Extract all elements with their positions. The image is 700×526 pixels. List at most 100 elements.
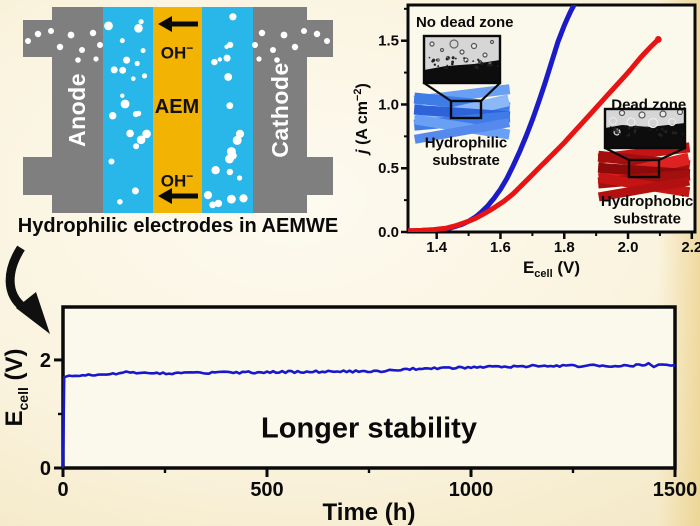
bubble	[131, 76, 136, 81]
bubble	[108, 158, 115, 165]
cathode-port-bottom	[303, 157, 333, 195]
bubble	[79, 47, 85, 53]
y-tick-label: 0	[40, 458, 51, 480]
schematic-caption: Hydrophilic electrodes in AEMWE	[17, 215, 339, 237]
series-hydrophobic-substrate-dead-zone	[408, 36, 661, 232]
bubble	[134, 24, 143, 33]
inset-photo-hydrophobic	[603, 107, 687, 150]
y-axis-label: Ecell (V)	[1, 348, 31, 426]
aem-membrane	[153, 7, 202, 213]
bubble	[237, 175, 243, 181]
annotation: No dead zone	[416, 14, 514, 31]
bubble	[226, 168, 234, 176]
bubble	[136, 135, 146, 145]
bubble	[274, 57, 280, 63]
bubble	[67, 31, 75, 39]
magnifier-line	[423, 82, 452, 102]
annotation: substrate	[432, 152, 500, 169]
oh-flow-arrow-bottom-icon	[158, 188, 198, 204]
bubble	[93, 56, 99, 62]
polarization-chart: 1.4 1.6 1.8 2.0 2.2 0.0 0.5 1.0 1.5 Ecell (V) j (A…	[352, 3, 700, 280]
bubble	[131, 187, 139, 195]
oh-text: OH	[160, 171, 187, 191]
annotation: Hydrophilic	[425, 135, 508, 152]
bubble	[34, 30, 42, 38]
anolyte-channel	[103, 7, 153, 213]
annotation: Dead zone	[611, 96, 686, 113]
bubble	[227, 151, 237, 160]
bubble	[214, 199, 223, 208]
bubble	[135, 110, 142, 117]
bubble	[211, 58, 218, 66]
bubble	[301, 28, 307, 34]
bubble	[226, 102, 234, 110]
y-tick-label: 2	[40, 350, 51, 372]
bubble	[25, 38, 31, 44]
bubble	[223, 54, 231, 62]
annotation-longer-stability: Longer stability	[261, 412, 477, 444]
magnifier-line	[604, 147, 630, 161]
magnifier-line	[480, 82, 501, 102]
stability-line	[61, 361, 676, 469]
x-tick-label: 1000	[449, 479, 494, 501]
x-tick-label: 1.4	[426, 239, 448, 256]
plot-area	[63, 307, 675, 468]
oh-flow-arrow-top-icon	[158, 16, 198, 32]
oh-charge: −	[186, 169, 194, 183]
bubble	[48, 28, 54, 34]
y-tick-label: 1.5	[378, 33, 399, 50]
bubble	[119, 38, 125, 44]
x-axis-label: Ecell (V)	[523, 258, 580, 280]
bubble	[123, 56, 131, 64]
bubble	[313, 30, 321, 38]
magnifier-rect-hydrophobic	[627, 158, 661, 179]
anode-block	[52, 7, 103, 213]
x-tick-label: 500	[250, 479, 283, 501]
bubble	[119, 66, 127, 74]
annotation: Hydrophobic	[601, 193, 694, 210]
bubble	[75, 57, 81, 63]
magnifier-line	[658, 147, 686, 161]
bubble	[324, 38, 330, 44]
magnifier-rect-hydrophilic	[449, 99, 483, 120]
x-tick-label: 0	[57, 479, 68, 501]
bubble	[203, 191, 213, 200]
anode-label: Anode	[64, 72, 90, 148]
bubble	[120, 99, 130, 109]
x-axis-label: Time (h)	[323, 499, 416, 526]
aemwe-cell-schematic: Anode Cathode AEM OH− OH−	[8, 4, 348, 219]
aem-label: AEM	[154, 96, 200, 118]
bubble	[133, 143, 140, 150]
bubble	[141, 73, 148, 79]
fiber-mat-hydrophilic	[413, 84, 511, 144]
y-tick-label: 0.5	[378, 160, 399, 177]
x-tick-label: 2.0	[618, 239, 639, 256]
oh-top-label: OH−	[142, 36, 212, 63]
x-tick-label: 1500	[653, 479, 698, 501]
bubble	[252, 42, 258, 48]
bubble	[291, 43, 299, 51]
bubble	[227, 194, 236, 204]
y-tick-label: 0.0	[378, 224, 399, 241]
bubble	[140, 48, 146, 54]
bubble	[138, 19, 144, 25]
x-tick-label: 1.6	[490, 239, 511, 256]
oh-bottom-label: OH−	[142, 164, 212, 191]
stability-chart: 0 500 1000 1500 0 2 Time (h) Ecell (V) Longer st…	[1, 305, 698, 526]
y-axis-label: j (A cm−2)	[352, 83, 371, 156]
x-tick-label: 2.2	[681, 239, 700, 256]
bubble	[232, 135, 242, 145]
bubble	[104, 21, 113, 31]
bubble	[258, 29, 266, 37]
caption-to-stability-arrow-icon	[5, 245, 50, 334]
bubble	[229, 13, 237, 21]
catholyte-channel	[202, 7, 253, 213]
bubble	[256, 56, 262, 62]
cathode-block	[253, 7, 307, 213]
bubble	[89, 29, 97, 37]
bubble	[211, 166, 220, 175]
bubble	[270, 47, 276, 53]
bubble	[56, 43, 64, 51]
bubble	[280, 31, 288, 39]
